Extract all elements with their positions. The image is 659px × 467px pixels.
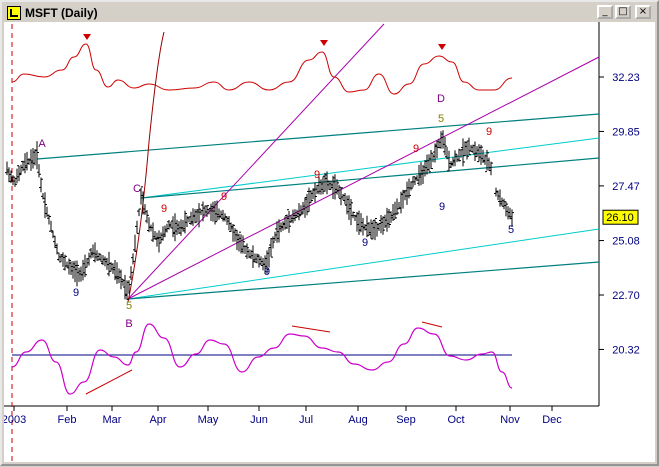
price-tick-label: 32.23 [612, 72, 640, 84]
bottom-channel-line [127, 261, 600, 300]
oscillator-line [11, 323, 513, 395]
count-label: 9 [314, 169, 320, 181]
divergence-line [291, 325, 331, 333]
time-tick-label: Dec [542, 414, 562, 426]
maximize-button[interactable]: □ [615, 5, 631, 19]
wave-label: 5 [508, 224, 514, 236]
window-controls: _ □ × [597, 5, 651, 19]
time-tick-label: 2003 [4, 414, 26, 426]
time-axis-panel [4, 406, 599, 462]
count-label: 9 [486, 126, 492, 138]
time-tick-label: Feb [58, 414, 77, 426]
cycle-peak-arrow [320, 40, 328, 46]
divergence-line [421, 321, 443, 328]
count-label: 9 [161, 203, 167, 215]
price-tick-label: 27.47 [612, 181, 640, 193]
time-tick-label: Aug [348, 414, 368, 426]
price-tick-label: 22.70 [612, 290, 640, 302]
lower-channel-line [127, 228, 600, 300]
wave-label: 5 [438, 113, 444, 125]
time-tick-label: Sep [396, 414, 416, 426]
count-label: 9 [413, 143, 419, 155]
fan-line-1x1 [127, 56, 600, 300]
current-price-label: 26.10 [606, 212, 634, 224]
price-chart[interactable]: A B C D 5 5 5 9 9 9 9 9 9 9 9 9 32.23 29.85 27.47 25.08 22.… [2, 22, 655, 462]
chart-area: A B C D 5 5 5 9 9 9 9 9 9 9 9 9 32.23 29.85 27.47 25.08 22.… [2, 22, 655, 462]
cycle-peak-arrow [438, 44, 446, 50]
title-bar[interactable]: MSFT (Daily) _ □ × [4, 4, 655, 22]
cycle-peak-arrow [83, 34, 91, 40]
wave-label: D [437, 93, 445, 105]
time-tick-label: Jun [250, 414, 268, 426]
inner-upper-channel-line [140, 137, 600, 199]
price-axis-panel [599, 22, 655, 462]
fan-line-2x1 [127, 23, 385, 300]
count-label: 9 [73, 287, 79, 299]
wave-label: 5 [126, 300, 132, 312]
price-tick-label: 20.32 [612, 344, 640, 356]
count-label: 9 [362, 237, 368, 249]
time-tick-label: Oct [447, 414, 464, 426]
wave-label: B [125, 318, 132, 330]
time-tick-label: May [198, 414, 219, 426]
count-label: 9 [439, 201, 445, 213]
time-tick-label: Apr [149, 414, 166, 426]
count-label: 9 [264, 266, 270, 278]
upper-channel-line [36, 113, 600, 160]
current-price-tag [602, 209, 639, 225]
price-tick-label: 25.08 [612, 236, 640, 248]
count-label: 9 [221, 191, 227, 203]
price-tick-label: 29.85 [612, 126, 640, 138]
time-tick-label: Jul [299, 414, 313, 426]
chart-app-icon [7, 6, 21, 20]
steep-trend-line [127, 31, 165, 303]
window-title: MSFT (Daily) [25, 6, 98, 20]
time-tick-label: Nov [500, 414, 520, 426]
middle-channel-line [140, 157, 600, 199]
close-button[interactable]: × [635, 5, 651, 19]
divergence-line [85, 369, 133, 395]
cycle-line [11, 43, 513, 95]
wave-label: C [133, 183, 141, 195]
time-tick-label: Mar [103, 414, 122, 426]
wave-label: A [38, 138, 46, 150]
minimize-button[interactable]: _ [597, 5, 613, 19]
